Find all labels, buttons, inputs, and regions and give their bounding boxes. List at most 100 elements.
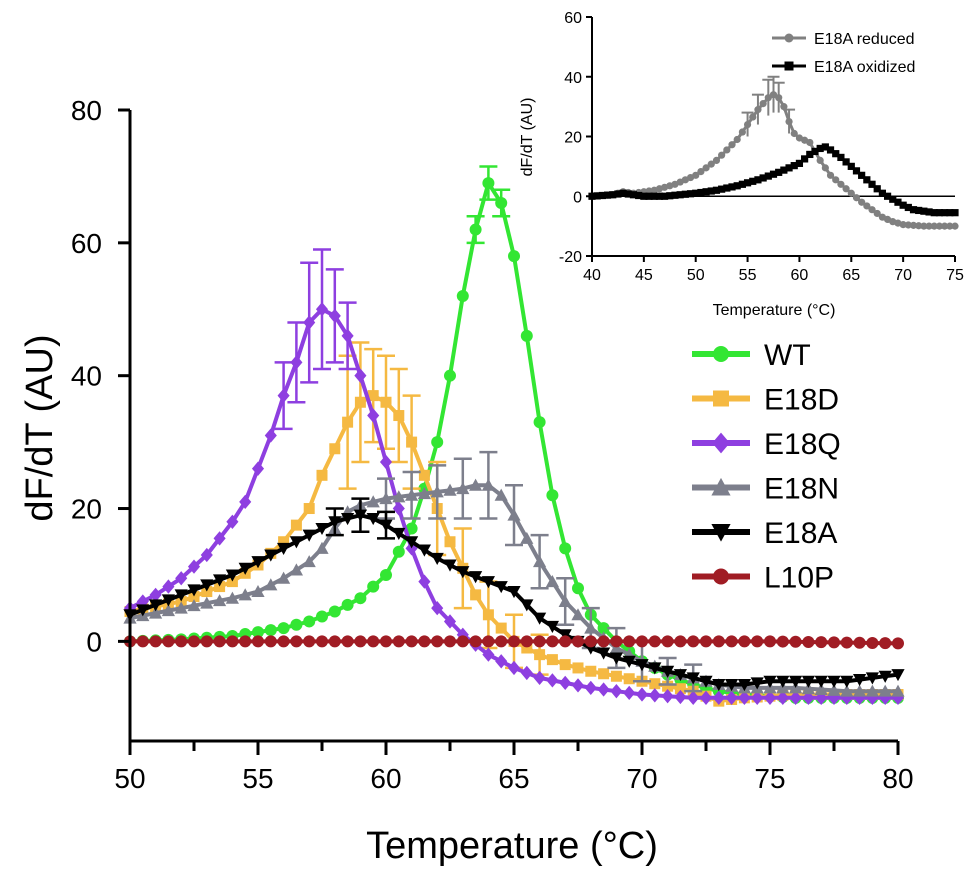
point-l10p — [559, 635, 572, 648]
inset-point-e18a-oxidized — [790, 162, 798, 170]
inset-point-e18a-reduced — [790, 129, 798, 138]
point-e18a — [277, 542, 291, 555]
point-e18a — [635, 659, 649, 672]
point-e18n — [161, 604, 175, 617]
point-e18q — [648, 688, 661, 703]
point-e18a — [865, 672, 879, 685]
inset-point-e18a-reduced — [920, 222, 928, 230]
point-e18a — [200, 579, 214, 592]
point-e18q — [149, 587, 162, 603]
inset-point-e18a-oxidized — [661, 192, 669, 200]
point-e18a — [827, 675, 841, 688]
point-l10p — [149, 635, 162, 648]
point-e18q — [674, 689, 687, 705]
point-e18a — [507, 586, 521, 599]
point-e18q — [661, 689, 674, 704]
point-wt — [392, 545, 405, 558]
point-e18d — [329, 443, 341, 455]
inset-point-e18a-oxidized — [780, 166, 788, 174]
point-e18a — [238, 562, 252, 575]
point-wt — [469, 223, 482, 236]
inset-point-e18a-oxidized — [718, 185, 726, 193]
point-e18n — [405, 488, 419, 501]
point-e18q — [315, 302, 329, 317]
point-e18a — [648, 662, 662, 675]
point-e18n — [609, 641, 623, 654]
inset-point-e18a-oxidized — [619, 189, 627, 197]
point-e18d — [662, 680, 674, 692]
point-l10p — [687, 635, 700, 648]
legend-marker-wt — [713, 346, 729, 362]
point-e18q — [610, 684, 623, 699]
point-l10p — [879, 637, 892, 650]
point-e18a — [353, 509, 367, 522]
point-e18d — [354, 396, 366, 408]
inset-point-e18a-reduced — [718, 151, 726, 159]
inset-point-e18a-oxidized — [635, 191, 643, 200]
point-e18q — [597, 682, 610, 697]
legend-label-e18q: E18Q — [764, 428, 841, 461]
inset-y-tick-label: 60 — [564, 10, 582, 27]
point-e18q — [354, 368, 367, 383]
point-e18q — [328, 308, 341, 324]
point-e18n — [366, 495, 380, 508]
point-l10p — [341, 635, 354, 648]
point-l10p — [354, 635, 367, 648]
point-e18a — [597, 647, 611, 660]
inset-x-tick-label: 65 — [842, 267, 860, 284]
point-e18a — [379, 519, 393, 532]
inset-point-e18a-reduced — [858, 198, 866, 206]
point-wt — [405, 522, 418, 535]
point-l10p — [815, 636, 828, 649]
point-e18a — [853, 674, 867, 687]
point-l10p — [469, 635, 482, 648]
point-e18n — [494, 488, 508, 501]
inset-point-e18a-oxidized — [655, 192, 664, 200]
point-e18a — [712, 679, 726, 692]
inset-point-e18a-oxidized — [686, 190, 695, 198]
point-e18d — [303, 503, 315, 515]
inset-point-e18a-reduced — [925, 222, 933, 230]
point-l10p — [405, 635, 418, 648]
point-e18d — [674, 683, 686, 695]
point-wt — [367, 580, 380, 593]
point-l10p — [290, 635, 303, 648]
point-l10p — [264, 635, 277, 648]
point-e18q — [520, 665, 533, 681]
point-e18n — [584, 621, 598, 634]
point-wt — [597, 622, 610, 635]
inset-point-e18a-oxidized — [738, 180, 746, 188]
point-l10p — [636, 635, 648, 648]
main-x-axis-label: Temperature (°C) — [366, 825, 658, 867]
point-wt — [380, 568, 392, 581]
inset-point-e18a-oxidized — [852, 167, 861, 175]
inset-y-tick-label: 0 — [573, 189, 582, 206]
inset-point-e18a-oxidized — [614, 190, 622, 198]
point-e18n — [200, 596, 214, 609]
point-e18n — [289, 563, 303, 576]
main-x-tick-label: 80 — [882, 763, 913, 794]
inset-point-e18a-oxidized — [666, 192, 674, 200]
inset-point-e18a-oxidized — [640, 192, 648, 200]
main-series-group — [123, 165, 905, 707]
point-e18a — [520, 599, 534, 612]
point-e18q — [379, 454, 393, 470]
point-e18a — [174, 589, 188, 602]
inset-point-e18a-oxidized — [759, 174, 767, 182]
point-e18d — [226, 576, 238, 588]
inset-point-e18a-reduced — [754, 106, 762, 114]
point-e18a — [341, 512, 355, 526]
point-e18n — [392, 490, 406, 503]
point-e18d — [495, 622, 507, 634]
point-e18q — [533, 670, 546, 686]
inset-point-e18a-reduced — [842, 185, 850, 193]
legend-label-l10p: L10P — [764, 562, 834, 595]
point-e18d — [214, 581, 226, 593]
point-e18a — [814, 675, 828, 688]
point-e18q — [507, 660, 521, 676]
point-wt — [431, 436, 444, 449]
inset-point-e18a-reduced — [697, 168, 705, 176]
inset-point-e18a-oxidized — [816, 144, 824, 153]
point-e18d — [393, 410, 405, 422]
point-e18a — [469, 571, 483, 584]
